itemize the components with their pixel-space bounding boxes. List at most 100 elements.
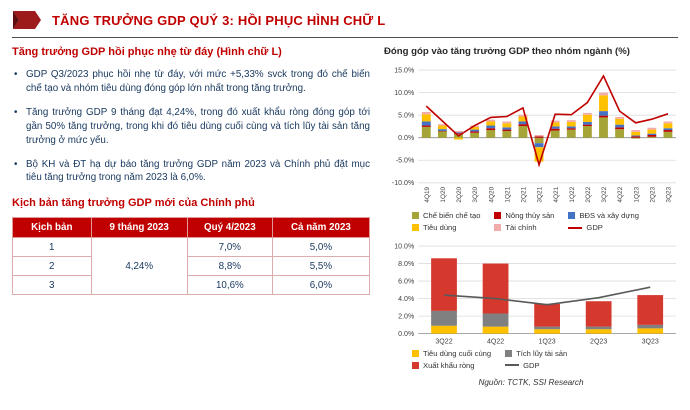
table-row: 2 8,8% 5,5%	[12, 256, 371, 277]
legend-label: GDP	[523, 360, 540, 370]
svg-text:1Q23: 1Q23	[633, 186, 640, 202]
svg-text:3Q22: 3Q22	[601, 186, 608, 202]
left-panel: Tăng trưởng GDP hồi phục nhẹ từ đáy (Hìn…	[12, 46, 371, 387]
bullet-item: Tăng trưởng GDP 9 tháng đạt 4,24%, trong…	[12, 106, 370, 148]
legend-item: Xuất khẩu ròng	[412, 361, 491, 370]
svg-text:8.0%: 8.0%	[398, 261, 414, 268]
legend-label: GDP	[586, 223, 603, 232]
bullet-item: Bộ KH và ĐT hạ dự báo tăng trưởng GDP nă…	[12, 158, 370, 186]
table-cell-q4: 7,0%	[186, 237, 273, 258]
right-panel: Đóng góp vào tăng trưởng GDP theo nhóm n…	[384, 46, 678, 387]
expenditure-chart-legend: Tiêu dùng cuối cùng Tích lũy tài sản Xuất …	[412, 349, 678, 370]
bullet-list: GDP Q3/2023 phục hồi nhẹ từ đáy, với mức…	[12, 68, 370, 185]
table-row: 1 4,24% 7,0% 5,0%	[12, 237, 371, 296]
table-cell-year: 6,0%	[271, 275, 371, 296]
legend-box-swatch	[568, 212, 576, 219]
content-area: Tăng trưởng GDP hồi phục nhẹ từ đáy (Hìn…	[12, 46, 678, 387]
table-cell-nine-month: 4,24%	[90, 237, 188, 296]
header-divider	[12, 37, 678, 38]
table-cell-year: 5,0%	[271, 237, 371, 258]
legend-box-swatch	[412, 212, 419, 219]
svg-text:-10.0%: -10.0%	[392, 180, 414, 187]
table-cell-scenario: 2	[12, 256, 92, 277]
svg-text:3Q23: 3Q23	[666, 186, 673, 202]
svg-text:1Q20: 1Q20	[440, 186, 447, 202]
legend-label: Tiêu dùng cuối cùng	[423, 348, 492, 358]
svg-text:2.0%: 2.0%	[398, 314, 414, 321]
legend-line-swatch	[568, 226, 583, 229]
legend-box-swatch	[412, 224, 419, 231]
svg-text:2Q20: 2Q20	[456, 186, 463, 202]
legend-label: Xuất khẩu ròng	[423, 360, 475, 370]
svg-text:2Q23: 2Q23	[590, 339, 607, 346]
chart-title: Đóng góp vào tăng trưởng GDP theo nhóm n…	[384, 46, 630, 57]
legend-label: Tiêu dùng	[423, 223, 457, 232]
legend-label: Tích lũy tài sản	[516, 348, 568, 358]
svg-text:5.0%: 5.0%	[398, 113, 414, 120]
legend-box-swatch	[494, 224, 502, 231]
legend-box-swatch	[505, 349, 513, 357]
table-header-cell: 9 tháng 2023	[90, 217, 188, 239]
svg-text:4Q22: 4Q22	[487, 339, 504, 346]
legend-label: BĐS và xây dựng	[579, 211, 639, 220]
svg-text:0.0%: 0.0%	[398, 331, 414, 338]
slide-header: TĂNG TRƯỞNG GDP QUÝ 3: HỒI PHỤC HÌNH CHỮ…	[12, 8, 678, 37]
ribbon-icon	[13, 11, 41, 29]
svg-text:4Q19: 4Q19	[424, 186, 431, 202]
svg-text:2Q22: 2Q22	[585, 186, 592, 202]
legend-item: Tích lũy tài sản	[505, 349, 567, 358]
legend-item: Tài chính	[494, 223, 554, 232]
legend-box-swatch	[412, 361, 419, 369]
svg-text:3Q21: 3Q21	[537, 186, 544, 202]
legend-label: Nông thủy sản	[505, 211, 555, 220]
svg-text:15.0%: 15.0%	[394, 67, 414, 74]
svg-text:10.0%: 10.0%	[394, 243, 414, 250]
table-cell-scenario: 1	[12, 237, 92, 258]
legend-item: GDP	[505, 361, 567, 370]
legend-label: Chế biến chế tạo	[423, 211, 481, 220]
svg-text:4Q22: 4Q22	[617, 186, 624, 202]
table-header-cell: Quý 4/2023	[186, 217, 273, 239]
svg-text:3Q23: 3Q23	[642, 339, 659, 346]
svg-text:0.0%: 0.0%	[398, 135, 414, 142]
legend-item: BĐS và xây dựng	[568, 211, 639, 220]
table-cell-scenario: 3	[12, 275, 92, 296]
svg-text:1Q23: 1Q23	[539, 339, 556, 346]
svg-text:4Q21: 4Q21	[553, 186, 560, 202]
legend-label: Tài chính	[505, 223, 537, 232]
svg-text:2Q23: 2Q23	[649, 186, 656, 202]
left-heading: Tăng trưởng GDP hồi phục nhẹ từ đáy (Hìn…	[12, 46, 282, 58]
legend-box-swatch	[494, 212, 502, 219]
svg-text:4Q20: 4Q20	[488, 186, 495, 202]
bullet-item: GDP Q3/2023 phục hồi nhẹ từ đáy, với mức…	[12, 68, 370, 96]
legend-line-swatch	[505, 364, 520, 367]
sector-chart-legend: Chế biến chế tạo Nông thủy sản BĐS và xây …	[412, 211, 678, 232]
svg-text:1Q21: 1Q21	[504, 186, 511, 202]
scenario-heading: Kịch bản tăng trưởng GDP mới của Chính p…	[12, 197, 255, 210]
svg-text:1Q22: 1Q22	[569, 186, 576, 202]
legend-item: Nông thủy sản	[494, 211, 554, 220]
svg-text:-5.0%: -5.0%	[396, 158, 414, 165]
source-note: Nguồn: TCTK, SSI Research	[478, 377, 584, 387]
svg-text:10.0%: 10.0%	[394, 90, 414, 97]
svg-text:4.0%: 4.0%	[398, 296, 414, 303]
svg-text:6.0%: 6.0%	[398, 278, 414, 285]
scenario-table: Kịch bản 9 tháng 2023 Quý 4/2023 Cả năm …	[12, 217, 371, 296]
table-row: 3 10,6% 6,0%	[12, 275, 371, 296]
table-header-cell: Kịch bản	[12, 217, 92, 239]
slide-title: TĂNG TRƯỞNG GDP QUÝ 3: HỒI PHỤC HÌNH CHỮ…	[52, 12, 386, 28]
legend-item: Chế biến chế tạo	[412, 211, 480, 220]
svg-text:3Q22: 3Q22	[435, 339, 452, 346]
sector-contribution-chart: -10.0% -5.0% 0.0% 5.0% 10.0% 15.0% 4Q19 1Q20 2Q2…	[392, 67, 676, 203]
table-header-cell: Cả năm 2023	[271, 217, 371, 239]
svg-text:3Q20: 3Q20	[472, 186, 479, 202]
legend-item: GDP	[568, 223, 639, 232]
legend-item: Tiêu dùng	[412, 223, 480, 232]
table-cell-year: 5,5%	[271, 256, 371, 277]
expenditure-contribution-chart: 0.0% 2.0% 4.0% 6.0% 8.0% 10.0% 3Q22 4Q22 1Q23 2Q2…	[394, 243, 676, 346]
legend-item: Tiêu dùng cuối cùng	[412, 349, 491, 358]
table-cell-q4: 10,6%	[186, 275, 273, 296]
svg-text:2Q21: 2Q21	[521, 186, 528, 202]
table-header-row: Kịch bản 9 tháng 2023 Quý 4/2023 Cả năm …	[12, 217, 371, 239]
